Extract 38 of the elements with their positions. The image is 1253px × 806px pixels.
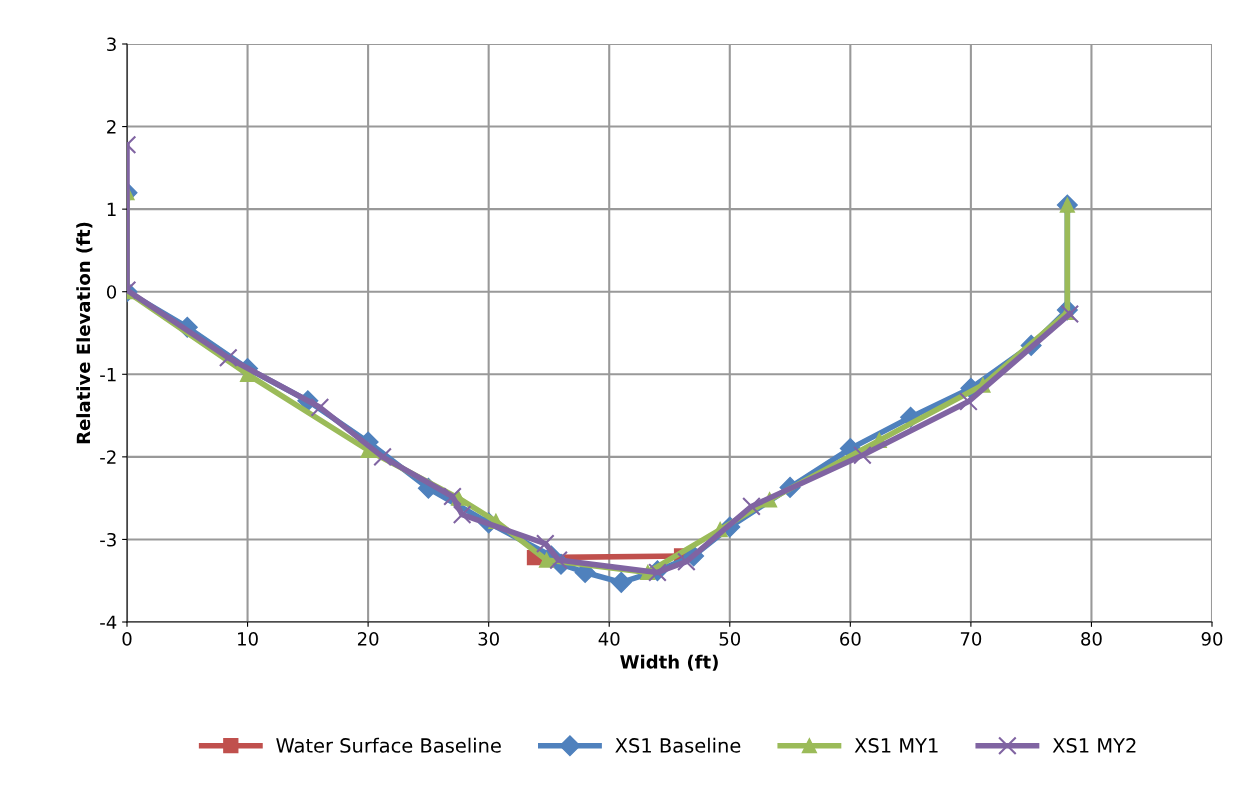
y-tick-label: -1: [100, 367, 116, 382]
x-tick-label: 50: [719, 632, 741, 646]
point: [535, 534, 555, 553]
point: [742, 497, 761, 516]
y-tick-label: -3: [100, 532, 116, 547]
x-tick-label: 30: [478, 632, 499, 646]
point: [1060, 304, 1080, 324]
point: [373, 447, 392, 467]
y-axis-title: Relative Elevation (ft): [76, 222, 93, 444]
point: [443, 487, 462, 506]
point: [538, 552, 555, 568]
point: [452, 505, 472, 525]
y-tick-label: 2: [107, 120, 116, 134]
y-tick-label: -4: [100, 615, 117, 629]
point: [549, 550, 568, 570]
x-tick-label: 40: [598, 632, 620, 646]
x-axis-title: Width (ft): [620, 654, 718, 671]
y-tick-label: 3: [107, 37, 116, 52]
y-tick-label: 1: [107, 202, 116, 216]
legend-label: XS1 MY1: [854, 738, 938, 753]
legend-label: Water Surface Baseline: [276, 737, 501, 753]
point: [959, 392, 978, 411]
x-tick-label: 90: [1201, 632, 1223, 646]
x-tick-label: 70: [960, 632, 982, 646]
y-tick-label: 0: [106, 285, 117, 299]
point: [677, 552, 696, 572]
x-tick-label: 80: [1081, 632, 1102, 646]
x-tick-label: 20: [357, 632, 379, 646]
x-tick-label: 10: [238, 632, 258, 646]
y-tick-label: -2: [100, 450, 116, 464]
point: [310, 397, 330, 417]
legend-label: XS1 MY2: [1052, 738, 1136, 753]
x-tick-label: 0: [122, 632, 132, 646]
point: [610, 571, 632, 593]
point: [218, 348, 238, 368]
x-tick-label: 60: [840, 632, 861, 646]
point: [853, 445, 872, 465]
legend-label: XS1 Baseline: [615, 737, 741, 753]
